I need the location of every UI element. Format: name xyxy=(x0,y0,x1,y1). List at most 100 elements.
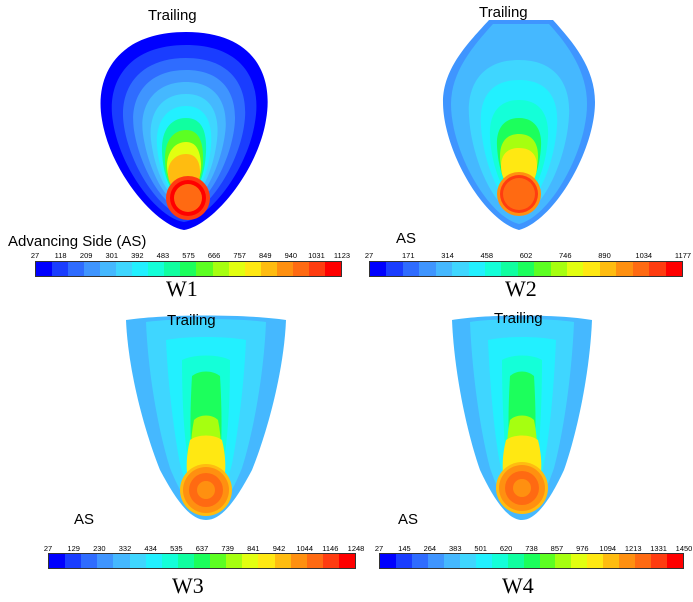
trailing-label: Trailing xyxy=(479,4,528,21)
figure-caption: W2 xyxy=(505,276,537,301)
colorbar-ticks-w4: 27 145 264 383 501 620 738 857 976 1094 1213 1331 14… xyxy=(375,544,693,554)
colorbar-tick-label: 575 xyxy=(182,251,195,260)
colorbar-segment xyxy=(324,262,341,276)
colorbar-tick-label: 27 xyxy=(374,544,384,553)
contour-bands-w3 xyxy=(126,315,286,520)
colorbar-segment xyxy=(306,554,323,568)
contour-bands-w4 xyxy=(452,315,592,520)
panel-w3: Trailing AS 27 129 230 332 434 535 637 739 841 94… xyxy=(0,300,365,602)
colorbar-segment xyxy=(491,554,508,568)
colorbar-tick-label: 1450 xyxy=(675,544,693,553)
colorbar-segment xyxy=(539,554,556,568)
colorbar-ticks-w3: 27 129 230 332 434 535 637 739 841 942 1044 1146 124… xyxy=(44,544,365,554)
colorbar-segment xyxy=(276,262,293,276)
colorbar-segment xyxy=(507,554,524,568)
colorbar-segment xyxy=(468,262,485,276)
contour-plot-w4 xyxy=(452,315,592,520)
colorbar-tick-label: 209 xyxy=(79,251,93,260)
contour-plot-w2 xyxy=(443,20,595,230)
colorbar-segment xyxy=(523,554,540,568)
side-label: Advancing Side (AS) xyxy=(8,233,147,250)
side-label: AS xyxy=(398,511,419,528)
colorbar-tick-label: 739 xyxy=(221,544,234,553)
colorbar-segment xyxy=(193,554,211,568)
colorbar-w1 xyxy=(35,261,342,277)
colorbar-segment xyxy=(603,554,620,568)
colorbar-segment xyxy=(36,262,53,276)
colorbar-tick-label: 1146 xyxy=(322,544,339,553)
colorbar-segment xyxy=(260,262,277,276)
colorbar-segment xyxy=(419,262,436,276)
colorbar-segment xyxy=(308,262,325,276)
colorbar-segment xyxy=(212,262,229,276)
colorbar-tick-label: 171 xyxy=(401,251,415,260)
colorbar-segment xyxy=(81,554,98,568)
colorbar-tick-label: 738 xyxy=(525,544,538,553)
colorbar-tick-label: 637 xyxy=(195,544,209,553)
colorbar-segment xyxy=(667,554,684,568)
colorbar-tick-label: 1123 xyxy=(333,251,351,260)
colorbar-tick-label: 1031 xyxy=(308,251,325,260)
colorbar-tick-label: 301 xyxy=(105,251,119,260)
colorbar-tick-label: 145 xyxy=(398,544,411,553)
colorbar-segment xyxy=(567,262,584,276)
colorbar-segment xyxy=(665,262,683,276)
colorbar-segment xyxy=(475,554,492,568)
side-label: AS xyxy=(74,511,95,528)
colorbar-segment xyxy=(534,262,551,276)
colorbar-segment xyxy=(97,554,114,568)
trailing-label: Trailing xyxy=(494,310,543,327)
colorbar-tick-label: 841 xyxy=(247,544,260,553)
colorbar-segment xyxy=(65,554,82,568)
colorbar-tick-label: 1044 xyxy=(296,544,313,553)
colorbar-segment xyxy=(517,262,535,276)
colorbar-segment xyxy=(616,262,633,276)
colorbar-tick-label: 746 xyxy=(558,251,572,260)
colorbar-segment xyxy=(619,554,636,568)
colorbar-segment xyxy=(395,554,412,568)
colorbar-segment xyxy=(49,554,66,568)
colorbar-tick-label: 976 xyxy=(576,544,589,553)
colorbar-tick-label: 1094 xyxy=(599,544,617,553)
figure-caption: W3 xyxy=(172,573,204,598)
colorbar-segment xyxy=(571,554,588,568)
colorbar-segment xyxy=(386,262,403,276)
colorbar-tick-label: 890 xyxy=(598,251,611,260)
colorbar-segment xyxy=(68,262,85,276)
contour-bands-w2 xyxy=(443,20,595,230)
colorbar-segment xyxy=(84,262,101,276)
colorbar-segment xyxy=(274,554,291,568)
colorbar-segment xyxy=(338,554,356,568)
colorbar-segment xyxy=(228,262,245,276)
colorbar-tick-label: 942 xyxy=(272,544,286,553)
colorbar-w2 xyxy=(369,261,683,277)
colorbar-segment xyxy=(52,262,69,276)
colorbar-segment xyxy=(443,554,460,568)
colorbar-segment xyxy=(196,262,213,276)
colorbar-tick-label: 602 xyxy=(519,251,533,260)
colorbar-segment xyxy=(161,554,178,568)
colorbar-segment xyxy=(129,554,146,568)
colorbar-tick-label: 129 xyxy=(67,544,80,553)
colorbar-tick-label: 1331 xyxy=(650,544,667,553)
colorbar-tick-label: 264 xyxy=(423,544,437,553)
colorbar-segment xyxy=(452,262,469,276)
colorbar-segment xyxy=(116,262,133,276)
colorbar-tick-label: 1034 xyxy=(635,251,653,260)
panel-w2: Trailing AS 27 171 314 458 602 746 890 1034 1177… xyxy=(350,0,693,301)
colorbar-segment xyxy=(583,262,600,276)
colorbar-segment xyxy=(322,554,339,568)
colorbar-tick-label: 434 xyxy=(144,544,157,553)
contour-plot-w1 xyxy=(100,32,268,230)
colorbar-tick-label: 535 xyxy=(170,544,183,553)
colorbar-tick-label: 1213 xyxy=(624,544,642,553)
colorbar-segment xyxy=(380,554,396,568)
colorbar-tick-label: 230 xyxy=(93,544,106,553)
colorbar-segment xyxy=(244,262,261,276)
trailing-label: Trailing xyxy=(148,7,197,24)
colorbar-segment xyxy=(411,554,428,568)
colorbar-segment xyxy=(226,554,243,568)
colorbar-segment xyxy=(427,554,444,568)
figure-caption: W4 xyxy=(502,573,534,598)
panel-w4: Trailing AS 27 145 264 383 501 620 738 857 976 10… xyxy=(350,300,693,602)
